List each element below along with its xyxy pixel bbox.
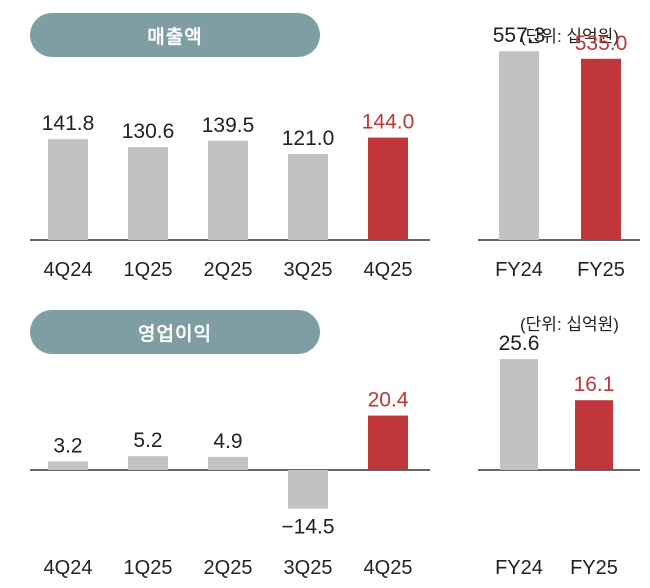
sales-quarterly-value-label-1q25: 130.6 [122,120,175,143]
op-quarterly-category-label-4q25: 4Q25 [364,557,413,579]
op-quarterly-value-label-4q24: 3.2 [53,434,82,457]
sales-quarterly-value-label-4q24: 141.8 [42,112,95,135]
op-quarterly-bar-1q25 [128,456,168,470]
op-quarterly-value-label-3q25: −14.5 [281,516,334,539]
op-quarterly-value-label-2q25: 4.9 [213,430,242,453]
sales-annual-bar-fy24 [499,51,539,241]
sales-quarterly-bar-4q24 [48,139,88,240]
sales-unit-label: (단위: 십억원) [520,27,619,46]
sales-quarterly-category-label-1q25: 1Q25 [124,259,173,281]
sales-annual-category-label-fy24: FY24 [495,259,543,281]
sales-quarterly-category-label-4q24: 4Q24 [44,259,93,281]
sales-annual-bar-fy25 [581,58,621,241]
op-annual-value-label-fy24: 25.6 [499,332,540,355]
sales-annual-value-label-fy25: 535.0 [575,32,628,55]
sales-annual-category-label-fy25: FY25 [577,259,625,281]
sales-quarterly-bar-3q25 [288,153,328,240]
sales-quarterly-category-label-3q25: 3Q25 [284,259,333,281]
op-quarterly-value-label-1q25: 5.2 [133,429,162,452]
sales-quarterly-category-label-4q25: 4Q25 [364,259,413,281]
operating-profit-unit-label: (단위: 십억원) [520,315,619,334]
sales-title-pill: 매출액 [30,13,320,57]
op-annual-bar-fy25 [575,400,613,470]
op-annual-category-label-fy24: FY24 [495,557,543,579]
operating-profit-title-pill: 영업이익 [30,310,320,354]
op-annual-category-label-fy25: FY25 [570,557,618,579]
op-quarterly-category-label-1q25: 1Q25 [124,557,173,579]
sales-quarterly-bar-2q25 [208,140,248,240]
sales-quarterly-value-label-4q25: 144.0 [362,111,415,134]
sales-annual-value-label-fy24: 557.3 [493,24,546,47]
sales-quarterly-bar-1q25 [128,147,168,240]
sales-quarterly-value-label-2q25: 139.5 [202,114,255,137]
op-annual-value-label-fy25: 16.1 [574,373,615,396]
op-quarterly-value-label-4q25: 20.4 [368,389,409,412]
op-quarterly-bar-4q25 [368,415,408,470]
op-quarterly-category-label-2q25: 2Q25 [204,557,253,579]
op-quarterly-bar-3q25 [288,470,328,509]
op-quarterly-bar-4q24 [48,461,88,470]
op-quarterly-category-label-3q25: 3Q25 [284,557,333,579]
sales-quarterly-value-label-3q25: 121.0 [282,127,335,150]
op-annual-bar-fy24 [500,359,538,470]
op-quarterly-category-label-4q24: 4Q24 [44,557,93,579]
sales-quarterly-bar-4q25 [368,137,408,240]
op-quarterly-bar-2q25 [208,456,248,470]
sales-quarterly-category-label-2q25: 2Q25 [204,259,253,281]
